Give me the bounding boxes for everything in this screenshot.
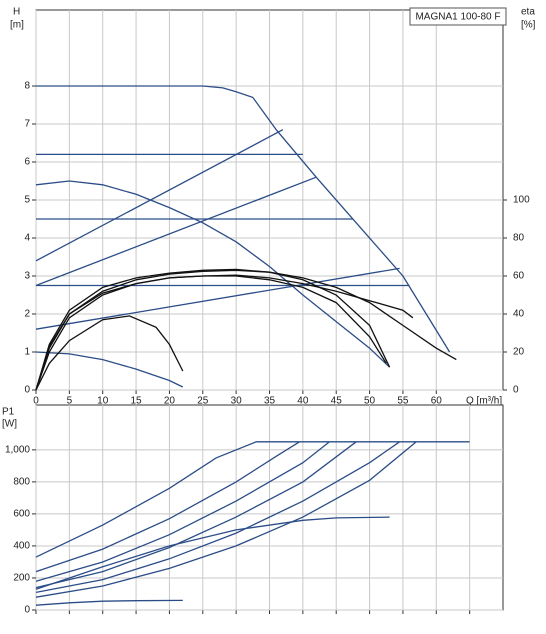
x-tick-label: 35	[264, 396, 276, 407]
x-tick-label: 40	[297, 396, 309, 407]
curve	[35, 315, 184, 391]
title-box	[409, 7, 507, 26]
curve	[35, 275, 387, 391]
y-label: H	[13, 7, 20, 18]
x-tick-label: 55	[397, 396, 409, 407]
curve	[35, 351, 184, 388]
curve	[35, 180, 391, 368]
x-tick-label: 25	[197, 396, 209, 407]
y2-tick-label: 100	[513, 195, 530, 206]
curve	[35, 599, 183, 606]
curve	[35, 441, 400, 594]
x-tick-label: 45	[331, 396, 343, 407]
curve	[35, 176, 317, 287]
curve	[35, 441, 330, 582]
curve	[35, 274, 414, 391]
y2-label: eta	[521, 7, 535, 18]
y2-tick-label: 80	[513, 233, 525, 244]
curve	[35, 516, 390, 590]
chart-title: MAGNA1 100-80 F	[415, 12, 500, 23]
y2-tick-label: 0	[513, 385, 519, 396]
curve	[35, 441, 357, 589]
y-tick-label: 7	[24, 119, 30, 130]
y-tick-label: 0	[24, 385, 30, 396]
y-tick-label: 4	[24, 233, 30, 244]
y-tick-label: 200	[13, 573, 30, 584]
y-tick-label: 2	[24, 309, 30, 320]
y-tick-label: 1,000	[5, 444, 30, 455]
x-tick-label: 10	[97, 396, 109, 407]
y-label: P1	[2, 407, 15, 418]
curve	[35, 129, 284, 262]
y-tick-label: 5	[24, 195, 30, 206]
y2-tick-label: 20	[513, 347, 525, 358]
curve	[35, 441, 300, 573]
x-tick-label: 60	[431, 396, 443, 407]
y-unit: [W]	[2, 419, 17, 430]
x-tick-label: 0	[33, 396, 39, 407]
y-tick-label: 3	[24, 271, 30, 282]
x-label: Q [m³/h]	[466, 396, 502, 407]
x-tick-label: 5	[67, 396, 73, 407]
curve	[35, 441, 470, 558]
y-tick-label: 1	[24, 347, 30, 358]
x-tick-label: 30	[231, 396, 243, 407]
y2-tick-label: 60	[513, 271, 525, 282]
y2-tick-label: 40	[513, 309, 525, 320]
curve	[35, 267, 400, 330]
y-tick-label: 0	[24, 605, 30, 616]
x-tick-label: 50	[364, 396, 376, 407]
y-unit: [m]	[10, 20, 24, 31]
y-tick-label: 8	[24, 81, 30, 92]
curve	[35, 441, 417, 598]
y-tick-label: 6	[24, 157, 30, 168]
x-tick-label: 15	[131, 396, 143, 407]
curve	[35, 268, 391, 391]
y-tick-label: 600	[13, 509, 30, 520]
y-tick-label: 800	[13, 477, 30, 488]
y-tick-label: 400	[13, 541, 30, 552]
x-tick-label: 20	[164, 396, 176, 407]
curve	[35, 269, 457, 391]
curve	[36, 85, 451, 353]
y2-unit: [%]	[521, 20, 536, 31]
